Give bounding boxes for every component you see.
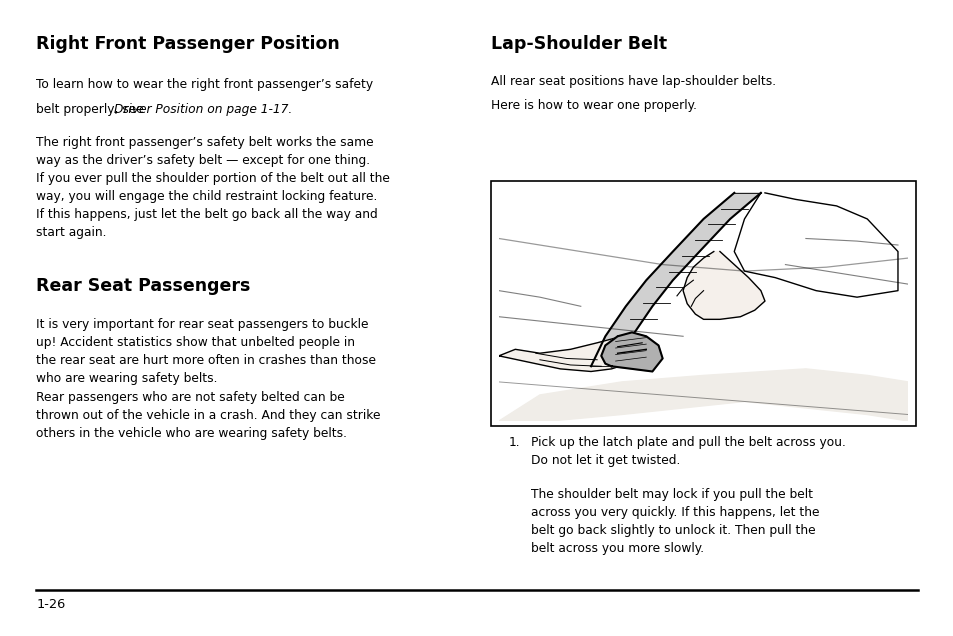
Text: It is very important for rear seat passengers to buckle
up! Accident statistics : It is very important for rear seat passe… <box>36 318 375 385</box>
Text: Right Front Passenger Position: Right Front Passenger Position <box>36 35 339 53</box>
Text: To learn how to wear the right front passenger’s safety: To learn how to wear the right front pas… <box>36 78 373 90</box>
Text: All rear seat positions have lap-shoulder belts.: All rear seat positions have lap-shoulde… <box>491 75 776 88</box>
Bar <box>491 181 915 426</box>
Polygon shape <box>682 251 764 319</box>
Text: 1-26: 1-26 <box>36 598 66 611</box>
Text: The shoulder belt may lock if you pull the belt
across you very quickly. If this: The shoulder belt may lock if you pull t… <box>531 488 819 555</box>
Text: 1.: 1. <box>508 436 519 448</box>
Text: belt properly, see: belt properly, see <box>36 103 148 116</box>
Polygon shape <box>591 193 760 366</box>
Text: Driver Position on page 1-17.: Driver Position on page 1-17. <box>114 103 293 116</box>
Text: Pick up the latch plate and pull the belt across you.
Do not let it get twisted.: Pick up the latch plate and pull the bel… <box>531 436 845 467</box>
Polygon shape <box>498 369 907 421</box>
Text: Rear Seat Passengers: Rear Seat Passengers <box>36 277 251 294</box>
Polygon shape <box>600 333 662 371</box>
Text: Rear passengers who are not safety belted can be
thrown out of the vehicle in a : Rear passengers who are not safety belte… <box>36 391 380 440</box>
Text: Here is how to wear one properly.: Here is how to wear one properly. <box>491 99 697 112</box>
Polygon shape <box>498 336 641 371</box>
Text: Lap-Shoulder Belt: Lap-Shoulder Belt <box>491 35 667 53</box>
Text: The right front passenger’s safety belt works the same
way as the driver’s safet: The right front passenger’s safety belt … <box>36 136 390 239</box>
